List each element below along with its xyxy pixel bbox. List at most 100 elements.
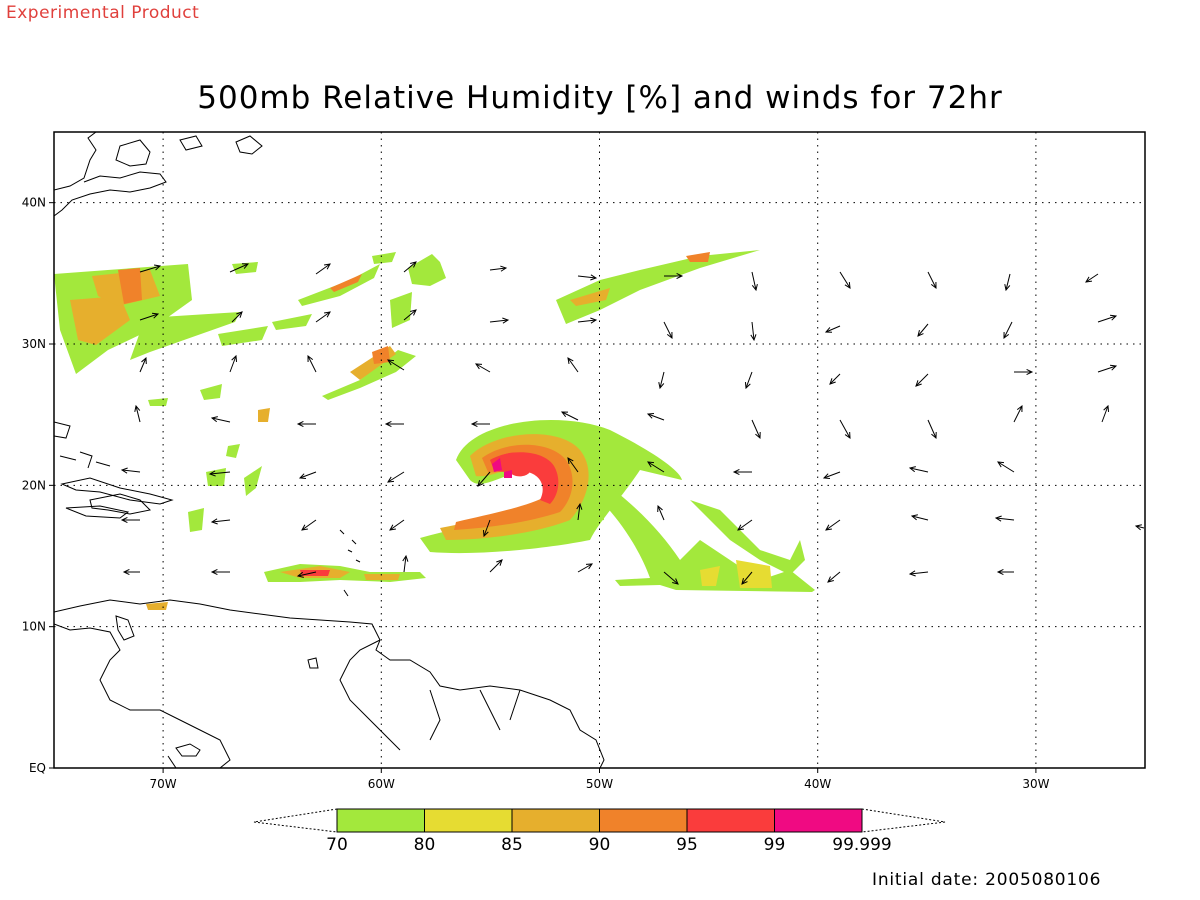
lat-tick-label: 40N: [22, 196, 46, 210]
wind-arrow: [663, 321, 673, 340]
wind-arrow: [577, 563, 593, 573]
wind-arrow: [996, 568, 1014, 576]
colorbar-low-extension: [253, 808, 338, 833]
wind-arrow: [231, 311, 243, 323]
graticule: [49, 132, 1145, 773]
wind-arrow: [384, 420, 404, 428]
wind-arrow: [825, 519, 841, 531]
wind-arrow: [927, 271, 937, 290]
wind-arrow: [741, 571, 753, 585]
wind-arrow: [315, 263, 331, 275]
wind-arrow: [298, 471, 317, 480]
wind-arrow: [296, 571, 317, 578]
wind-arrow: [210, 568, 230, 576]
shading-northwest-band: [54, 252, 396, 374]
wind-arrow: [917, 323, 929, 337]
wind-arrow: [657, 504, 665, 521]
wind-arrow: [122, 568, 140, 576]
wind-arrow: [210, 518, 231, 525]
coastlines: [54, 132, 605, 768]
wind-arrow: [489, 317, 510, 324]
axis-tick-labels: 70W 60W 50W 40W 30W 40N 30N 20N 10N EQ: [22, 196, 1050, 791]
lat-tick-label: 30N: [22, 337, 46, 351]
wind-arrow: [1014, 368, 1034, 376]
wind-arrow: [120, 467, 141, 474]
wind-arrow: [567, 457, 579, 473]
wind-arrow: [663, 571, 679, 585]
wind-arrow: [751, 419, 761, 440]
wind-arrow: [387, 471, 405, 483]
humidity-shading: [54, 250, 815, 610]
wind-arrow: [664, 272, 684, 280]
wind-arrow: [915, 373, 929, 387]
colorbar-swatch: [774, 808, 863, 833]
wind-arrow: [750, 321, 757, 342]
shading-central-bands: [148, 250, 760, 532]
wind-arrow: [1013, 404, 1023, 423]
wind-arrow: [208, 470, 231, 477]
lon-tick-label: 60W: [368, 777, 395, 791]
wind-arrow: [403, 261, 417, 273]
wind-arrow: [822, 471, 841, 480]
colorbar-label: 99: [764, 835, 786, 855]
wind-arrow: [1134, 524, 1145, 531]
wind-arrow: [737, 519, 753, 531]
lat-tick-label: 20N: [22, 478, 46, 492]
wind-arrow: [577, 274, 598, 281]
wind-arrow: [732, 468, 752, 476]
wind-arrow: [560, 411, 579, 421]
wind-arrow: [567, 357, 579, 373]
lon-tick-label: 40W: [804, 777, 831, 791]
experimental-watermark: Experimental Product: [6, 3, 200, 23]
wind-arrow: [489, 559, 503, 573]
shading-caribbean-band: [146, 564, 426, 610]
colorbar-label: 90: [589, 835, 611, 855]
initial-date: Initial date: 2005080106: [872, 870, 1102, 890]
wind-arrow: [139, 356, 147, 373]
wind-arrow: [997, 461, 1015, 473]
colorbar-label: 99.999: [832, 835, 891, 855]
wind-arrow: [301, 519, 317, 531]
wind-arrow: [1097, 364, 1118, 373]
wind-arrow: [315, 311, 331, 323]
wind-arrow: [229, 354, 238, 373]
lon-tick-label: 30W: [1022, 777, 1049, 791]
colorbar-high-extension: [861, 808, 946, 833]
colorbar-label: 80: [414, 835, 436, 855]
colorbar-label: 70: [326, 835, 348, 855]
map-title: 500mb Relative Humidity [%] and winds fo…: [197, 80, 1003, 116]
wind-arrow: [824, 325, 841, 333]
wind-arrow: [1004, 273, 1011, 292]
wind-arrow: [475, 363, 491, 373]
wind-vectors: [120, 261, 1145, 585]
wind-arrow: [229, 263, 250, 273]
wind-arrow: [829, 373, 841, 385]
wind-arrow: [489, 265, 508, 272]
wind-arrow: [307, 354, 317, 373]
wind-arrow: [402, 554, 409, 573]
wind-arrow: [577, 317, 598, 324]
wind-arrow: [1097, 314, 1118, 323]
wind-arrow: [927, 419, 937, 440]
wind-arrow: [994, 515, 1015, 522]
wind-arrow: [908, 466, 929, 473]
wind-arrow: [827, 571, 841, 583]
lat-tick-label: EQ: [29, 761, 46, 775]
wind-arrow: [1085, 273, 1099, 283]
wind-arrow: [387, 359, 405, 371]
shading-hurricane-spiral: [420, 420, 682, 554]
wind-arrow: [839, 419, 851, 440]
colorbar-swatch: [424, 808, 513, 833]
wind-arrow: [647, 461, 665, 473]
wind-arrow: [576, 502, 583, 521]
wind-arrow: [134, 404, 141, 423]
lon-tick-label: 70W: [150, 777, 177, 791]
colorbar: 70 80 85 90 95 99 99.999: [253, 808, 946, 855]
lat-tick-label: 10N: [22, 620, 46, 634]
colorbar-swatch: [336, 808, 425, 833]
lon-tick-label: 50W: [586, 777, 613, 791]
wind-arrow: [839, 271, 851, 289]
wind-arrow: [1101, 404, 1110, 423]
wind-arrow: [908, 570, 929, 577]
